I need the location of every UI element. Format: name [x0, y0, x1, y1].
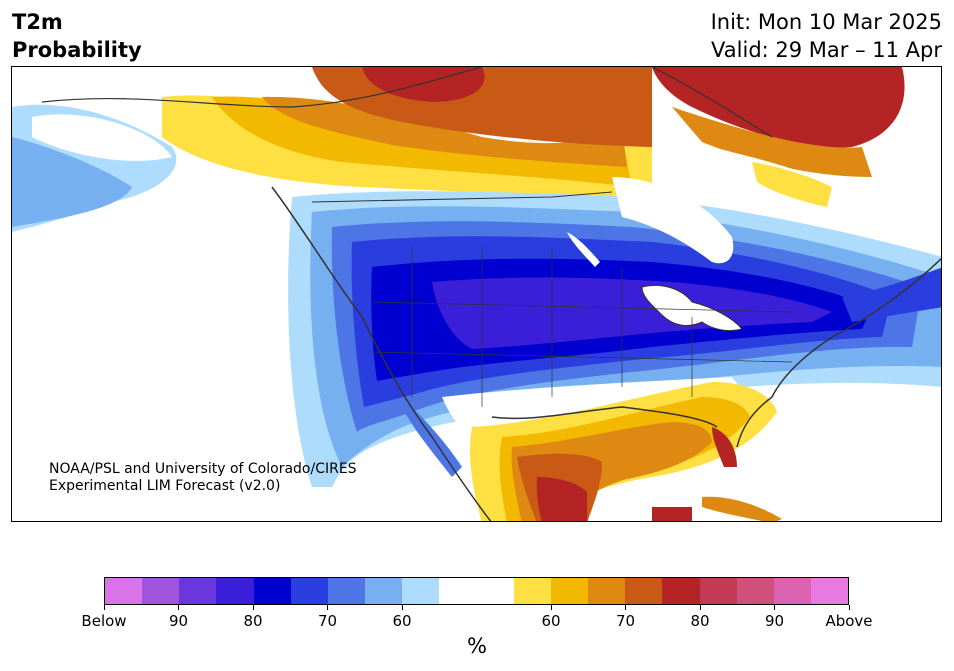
colorbar-segment [439, 578, 477, 604]
caribbean-red [652, 507, 692, 521]
colorbar-tick-mark [625, 605, 626, 610]
colorbar-tick-label: Above [825, 612, 873, 630]
colorbar [104, 577, 849, 605]
colorbar-tick-label: 70 [317, 612, 338, 630]
colorbar-tick-mark [550, 605, 552, 610]
map-canvas [12, 67, 941, 521]
colorbar-tick-label: 80 [690, 612, 710, 630]
colorbar-segment [290, 578, 328, 604]
colorbar-segment [105, 578, 143, 604]
colorbar-segment [550, 578, 589, 604]
us-canada-border [311, 191, 613, 203]
lake-winnipeg [567, 232, 600, 267]
init-date: Init: Mon 10 Mar 2025 [710, 10, 942, 34]
mexico-red [536, 477, 587, 521]
west-coast [271, 186, 492, 521]
colorbar-tick-label: 60 [541, 612, 561, 630]
colorbar-tick-mark [699, 605, 701, 610]
colorbar-segment [513, 578, 551, 604]
east-coast [736, 257, 941, 448]
colorbar-tick-label: 70 [615, 612, 636, 630]
colorbar-unit: % [467, 634, 487, 658]
labrador-yellow [752, 162, 832, 207]
probability-map [11, 66, 942, 522]
colorbar-tick-mark [848, 605, 850, 610]
colorbar-segment [476, 578, 514, 604]
title-variable: T2m [12, 10, 63, 34]
florida-red [712, 427, 737, 467]
colorbar-tick-label: 60 [392, 612, 412, 630]
colorbar-tick-mark [401, 605, 403, 610]
colorbar-segment [588, 578, 626, 604]
state-lines [371, 247, 793, 407]
valid-range: Valid: 29 Mar – 11 Apr [711, 38, 942, 62]
canada-orange [262, 96, 627, 167]
arctic-red [362, 67, 485, 102]
arctic-coast [41, 67, 773, 138]
colorbar-segment [699, 578, 737, 604]
title-type: Probability [12, 38, 142, 62]
cold-core-deep [432, 277, 832, 349]
colorbar-tick-label: Below [81, 612, 127, 630]
gulf-coast [491, 406, 718, 428]
colorbar-segment [142, 578, 180, 604]
colorbar-tick-mark [327, 605, 328, 610]
attribution-line1: NOAA/PSL and University of Colorado/CIRE… [49, 461, 357, 477]
great-lakes [641, 284, 743, 332]
colorbar-tick-mark [178, 605, 179, 610]
cuba-orange [702, 496, 782, 521]
map-title: T2m Probability [12, 8, 142, 64]
hudson-bay [612, 177, 734, 264]
colorbar-tick-label: 90 [168, 612, 189, 630]
attribution-line2: Experimental LIM Forecast (v2.0) [49, 478, 281, 494]
forecast-dates: Init: Mon 10 Mar 2025 Valid: 29 Mar – 11… [711, 8, 942, 64]
attribution: NOAA/PSL and University of Colorado/CIRE… [49, 461, 357, 495]
alaska-white [32, 114, 172, 161]
colorbar-tick-mark [103, 605, 105, 610]
greenland-orange [672, 107, 872, 177]
alaska-blue [12, 137, 132, 227]
colorbar-tick-mark [774, 605, 775, 610]
colorbar-tick-label: 90 [764, 612, 785, 630]
colorbar-tick-label: 80 [243, 612, 263, 630]
colorbar-segment [810, 578, 849, 604]
colorbar-segment [662, 578, 700, 604]
colorbar-segment [179, 578, 217, 604]
colorbar-segment [327, 578, 366, 604]
colorbar-segment [216, 578, 254, 604]
colorbar-segment [773, 578, 811, 604]
colorbar-segment [736, 578, 774, 604]
colorbar-segment [365, 578, 403, 604]
colorbar-segment [402, 578, 440, 604]
colorbar-segment [625, 578, 663, 604]
greenland-red [652, 67, 905, 148]
colorbar-segment [253, 578, 291, 604]
colorbar-tick-mark [252, 605, 254, 610]
